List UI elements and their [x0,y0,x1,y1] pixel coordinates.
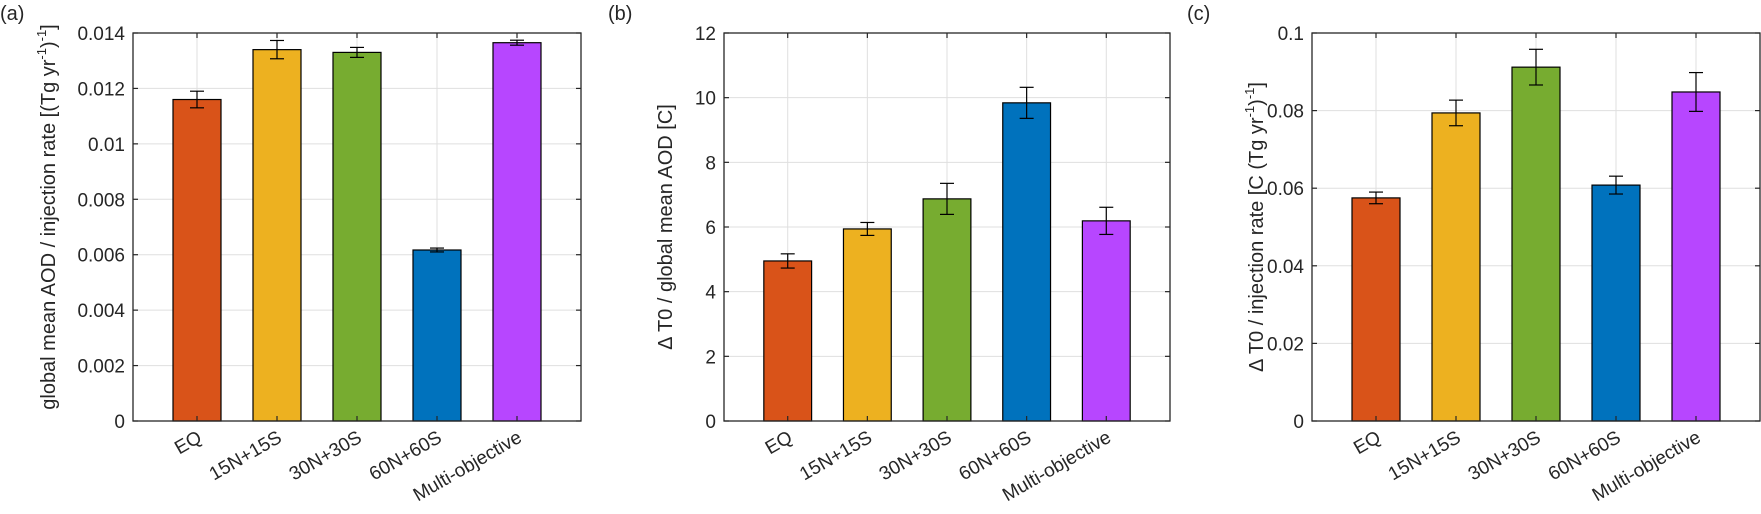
x-tick-label: 15N+15S [796,427,876,485]
bar-eq [1351,197,1401,422]
error-bar [190,90,204,109]
bar-15n-15s [842,228,892,422]
error-bar [780,253,795,269]
y-tick-label: 10 [695,89,716,110]
y-tick-label: 0.004 [77,301,125,322]
y-axis-label: global mean AOD / injection rate [(Tg yr… [34,24,60,410]
y-tick-label: 0.04 [1267,257,1304,278]
x-tick-label: EQ [762,427,796,459]
x-tick-label: EQ [1350,427,1384,459]
y-tick-label: 0.008 [77,190,125,211]
y-tick-label: 12 [695,24,716,45]
y-tick-label: 0.02 [1267,334,1304,355]
y-tick-label: 0.06 [1267,179,1304,200]
error-bar [1019,86,1034,119]
bar-multi-objective [1081,220,1131,422]
panel-label: (a) [0,3,24,25]
error-bar [1449,99,1463,127]
bar-60n-60s [1002,102,1052,422]
bar-multi-objective [1671,91,1721,422]
y-tick-label: 4 [705,283,716,304]
x-tick-label: 30N+30S [286,427,366,485]
y-axis-label: Δ T0 / injection rate [C (Tg yr-1)-1] [1242,82,1268,372]
bar-15n-15s [252,49,302,422]
y-tick-label: 0.002 [77,357,125,378]
error-bar [350,46,364,58]
y-tick-label: 0.08 [1267,102,1304,123]
error-bar [1099,206,1114,236]
y-tick-label: 6 [705,218,716,239]
panel-label: (c) [1187,3,1210,25]
bar-15n-15s [1431,112,1481,422]
bar-30n-30s [1511,66,1561,422]
error-bar [430,247,444,253]
y-tick-label: 0.006 [77,246,125,267]
y-tick-label: 0.012 [77,79,125,100]
bar-multi-objective [492,42,542,422]
y-tick-label: 0.1 [1278,24,1304,45]
y-tick-label: 0 [705,412,716,433]
y-tick-label: 8 [705,153,716,174]
error-bar [510,39,524,46]
panel-label: (b) [608,3,632,25]
error-bar [1689,71,1703,112]
x-tick-label: 15N+15S [1385,427,1465,485]
y-tick-label: 0 [1293,412,1304,433]
x-tick-label: 15N+15S [206,427,286,485]
bar-60n-60s [1591,184,1641,422]
bar-30n-30s [922,198,972,422]
x-tick-label: 30N+30S [1465,427,1545,485]
error-bar [860,221,875,237]
bar-eq [763,260,813,422]
error-bar [1529,48,1543,86]
panel-c: (c)00.020.040.060.080.1EQ 15N+15S 30N+30S 6… [1187,3,1761,506]
error-bar [1609,175,1623,195]
error-bar [940,182,954,215]
error-bar [270,39,284,60]
y-tick-label: 0.01 [88,135,125,156]
bar-60n-60s [412,249,462,422]
error-bar [1369,191,1383,205]
y-tick-label: 2 [705,347,716,368]
y-tick-label: 0.014 [77,24,125,45]
bar-30n-30s [332,51,382,422]
y-axis-label: Δ T0 / global mean AOD [C] [655,104,677,350]
x-tick-label: EQ [171,427,205,459]
panel-a: (a) 0 0.002 0.004 0.006 0.008 0.01 0.012 0.014 EQ… [0,3,582,506]
y-tick-label: 0 [114,412,125,433]
x-tick-label: 30N+30S [876,427,956,485]
bar-eq [172,98,222,422]
